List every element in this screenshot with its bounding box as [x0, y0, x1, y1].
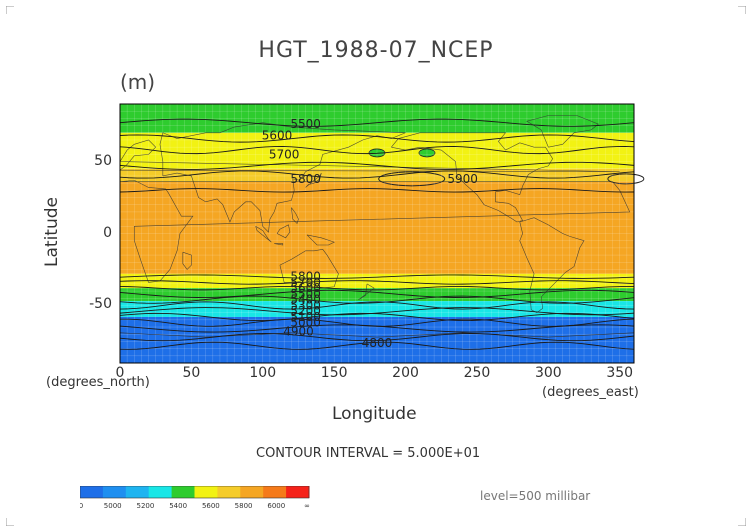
level-note: level=500 millibar: [480, 489, 591, 503]
contour-interval-note: CONTOUR INTERVAL = 5.000E+01: [256, 446, 481, 461]
colorbar-swatch-9: [286, 486, 310, 498]
colorbar-tick-0: 0: [80, 502, 83, 510]
coastline-9: [274, 243, 284, 246]
contour-line-16: [119, 333, 635, 342]
colorbar-swatch-8: [263, 486, 287, 498]
contour-label-9: 5400: [290, 293, 321, 307]
colorbar-swatch-0: [80, 486, 104, 498]
coastline-2: [159, 122, 406, 233]
contour-line-11: [119, 301, 635, 310]
colorbar-tick-7: ∞: [304, 502, 310, 510]
contour-line-5: [119, 188, 635, 193]
x-tick-6: 300: [534, 365, 562, 381]
contour-line-10: [119, 295, 635, 304]
contour-label-14: 4900: [283, 324, 314, 338]
colorbar-swatch-3: [148, 486, 173, 498]
x-tick-7: 350: [606, 365, 634, 381]
coastline-5: [519, 217, 585, 313]
height-band-0: [120, 104, 634, 133]
contour-label-6: 5700: [290, 275, 321, 289]
coastline-1: [119, 139, 620, 172]
contour-line-15: [119, 324, 635, 333]
x-axis-label: Longitude: [332, 404, 417, 424]
x-tick-1: 50: [182, 365, 201, 381]
coastline-antarctica: [119, 332, 635, 338]
contour-line-7: [119, 280, 635, 285]
contour-line-4: [119, 170, 635, 179]
coastline-12: [291, 207, 299, 224]
coastline-13: [182, 251, 192, 270]
plot-frame: [119, 103, 635, 364]
contour-label-3: 5800: [290, 172, 321, 186]
y-tick-2: -50: [89, 296, 112, 313]
contour-label-8: 5500: [290, 287, 321, 301]
y-tick-0: 50: [94, 152, 112, 169]
colorbar-swatch-1: [102, 486, 127, 498]
colorbar: 0 5000 5200 5400 5600 5800 6000 ∞: [80, 486, 310, 510]
coastline-0: [119, 179, 631, 283]
colorbar-tick-6: 6000: [267, 502, 285, 510]
coastline-14: [358, 283, 375, 300]
low-cell-1: [418, 148, 436, 158]
x-tick-3: 150: [320, 365, 348, 381]
contour-label-4: 5900: [447, 172, 478, 186]
y-tick-1: 0: [103, 224, 112, 241]
x-tick-4: 200: [392, 365, 419, 381]
y-unit-label: (degrees_north): [46, 375, 150, 390]
contour-label-7: 5600: [290, 281, 321, 295]
contour-label-12: 5100: [290, 310, 321, 324]
units-label: (m): [120, 70, 156, 94]
colorbar-swatch-6: [217, 486, 241, 498]
coastline-layer: [119, 115, 635, 338]
contour-line-2: [119, 146, 635, 155]
x-tick-0: 0: [115, 365, 125, 381]
y-axis-label: Latitude: [42, 197, 62, 267]
coastline-10: [276, 224, 291, 239]
contour-line-0: [119, 118, 635, 127]
contour-label-15: 4800: [362, 336, 393, 350]
coastline-8: [255, 226, 272, 243]
colorbar-tick-4: 5600: [202, 502, 220, 510]
contour-line-1: [119, 134, 635, 143]
band-layer: [120, 104, 645, 363]
contour-line-9: [119, 289, 635, 298]
contour-line-3: [119, 161, 635, 170]
contour-label-5: 5800: [290, 270, 321, 284]
colorbar-tick-5: 5800: [235, 502, 253, 510]
contour-line-12: [119, 307, 635, 316]
closed-contour-1: [607, 173, 645, 185]
coastline-11: [306, 234, 335, 246]
contour-label-13: 5000: [290, 316, 321, 330]
coastline-7: [305, 172, 322, 188]
chart-title: HGT_1988-07_NCEP: [258, 38, 494, 63]
colorbar-swatch-5: [194, 486, 218, 498]
contour-label-2: 5700: [269, 147, 300, 161]
colorbar-tick-3: 5400: [169, 502, 187, 510]
colorbar-tick-2: 5200: [137, 502, 155, 510]
height-band-5: [120, 288, 634, 302]
height-band-2: [120, 168, 634, 182]
colorbar-swatch-2: [125, 486, 150, 498]
x-unit-label: (degrees_east): [542, 385, 639, 400]
closed-contour-0: [378, 171, 446, 187]
contour-line-6: [119, 274, 635, 279]
x-tick-5: 250: [463, 365, 491, 381]
contour-label-0: 5500: [290, 117, 321, 131]
contour-line-8: [119, 286, 635, 291]
coastline-6: [526, 115, 599, 148]
contour-label-10: 5300: [290, 298, 321, 312]
contour-line-13: [119, 312, 635, 321]
colorbar-swatch-7: [240, 486, 264, 498]
height-band-3: [120, 181, 634, 274]
colorbar-swatch-4: [171, 486, 195, 498]
colorbar-tick-1: 5000: [104, 502, 122, 510]
contour-line-17: [119, 341, 635, 350]
contour-label-11: 5200: [290, 304, 321, 318]
contour-label-1: 5600: [262, 129, 293, 143]
x-tick-2: 100: [249, 365, 277, 381]
